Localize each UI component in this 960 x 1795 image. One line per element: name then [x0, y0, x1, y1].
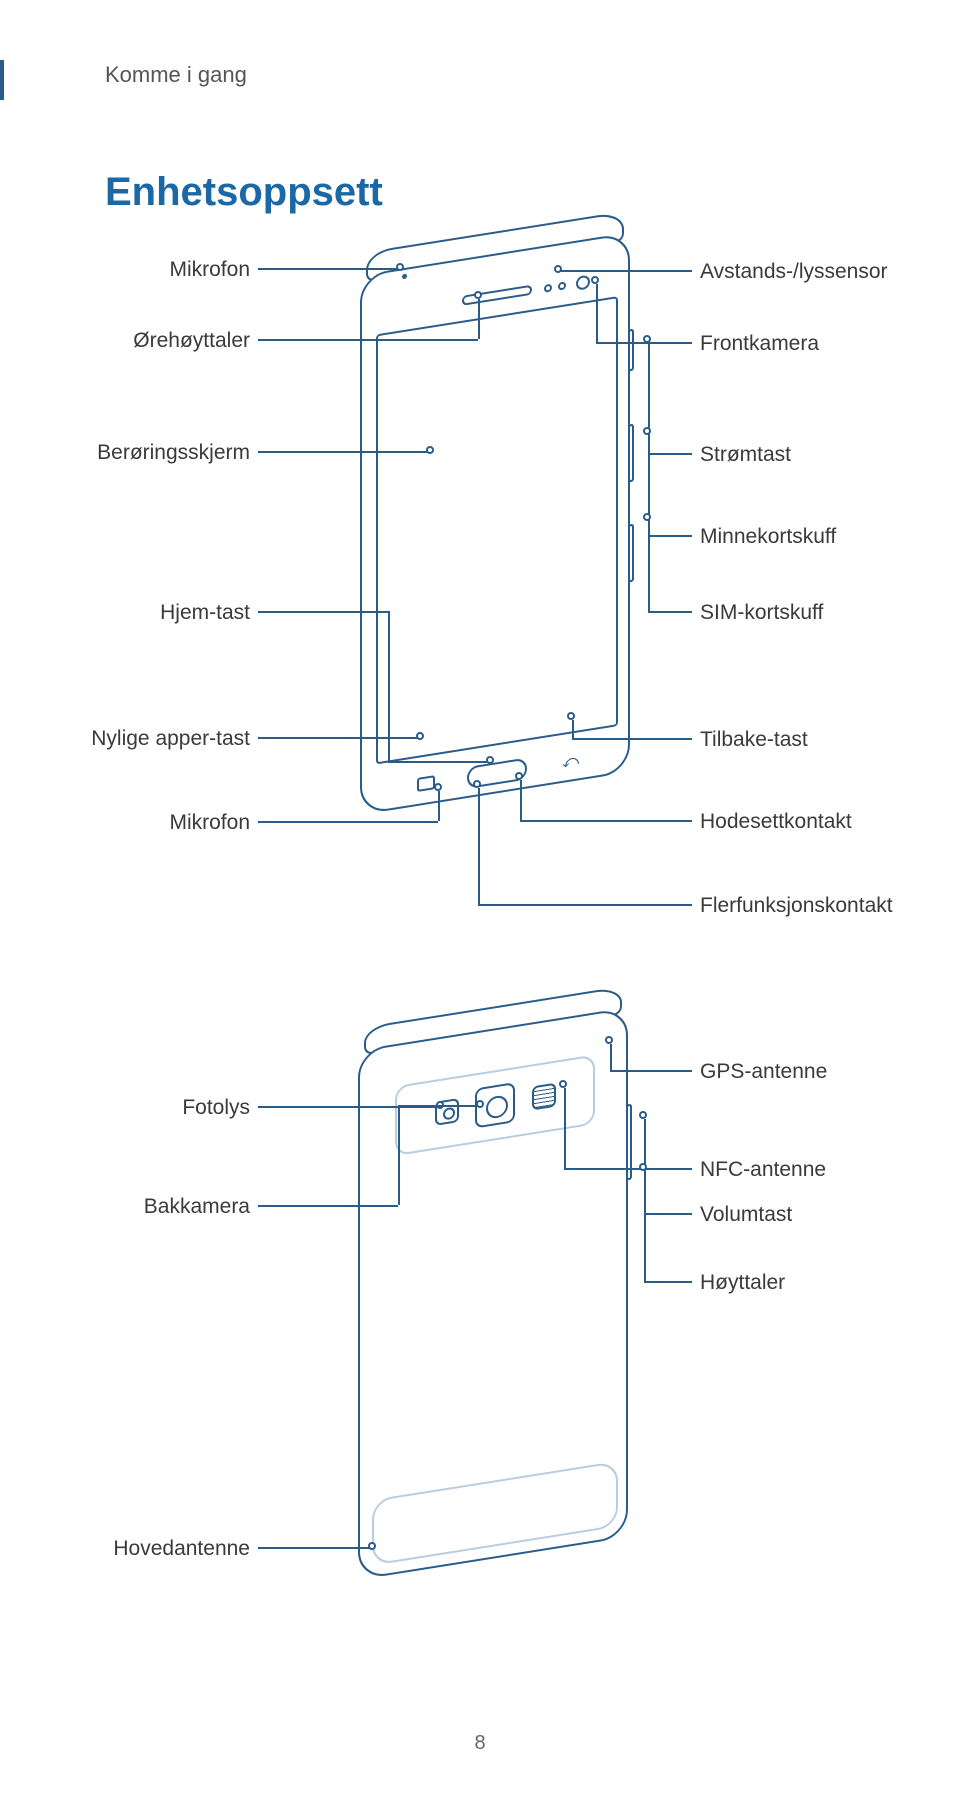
- label-power-key: Strømtast: [700, 443, 791, 467]
- label-volume-key: Volumtast: [700, 1203, 792, 1227]
- label-front-camera: Frontkamera: [700, 332, 819, 356]
- label-memory-slot: Minnekortskuff: [700, 525, 836, 549]
- label-main-antenna: Hovedantenne: [95, 1537, 250, 1561]
- label-headset-jack: Hodesettkontakt: [700, 810, 852, 834]
- phone-front-illustration: [360, 209, 650, 847]
- label-flash: Fotolys: [140, 1096, 250, 1120]
- label-gps-antenna: GPS-antenne: [700, 1060, 827, 1084]
- label-speaker: Høyttaler: [700, 1271, 785, 1295]
- label-nfc-antenna: NFC-antenne: [700, 1158, 826, 1182]
- label-mic-bottom: Mikrofon: [110, 811, 250, 835]
- phone-back-illustration: [358, 984, 648, 1600]
- label-multipurpose-jack: Flerfunksjonskontakt: [700, 894, 893, 918]
- label-rear-camera: Bakkamera: [120, 1195, 250, 1219]
- label-recent-apps: Nylige apper-tast: [80, 727, 250, 751]
- label-mic-top: Mikrofon: [110, 258, 250, 282]
- label-home: Hjem-tast: [110, 601, 250, 625]
- device-layout-diagram: Mikrofon Ørehøyttaler Berøringsskjerm Hj…: [0, 0, 960, 1795]
- label-touchscreen: Berøringsskjerm: [78, 441, 250, 465]
- label-sim-slot: SIM-kortskuff: [700, 601, 823, 625]
- label-back-key: Tilbake-tast: [700, 728, 808, 752]
- page-number: 8: [0, 1732, 960, 1755]
- label-earpiece: Ørehøyttaler: [110, 329, 250, 353]
- label-proximity-sensor: Avstands-/lyssensor: [700, 260, 888, 284]
